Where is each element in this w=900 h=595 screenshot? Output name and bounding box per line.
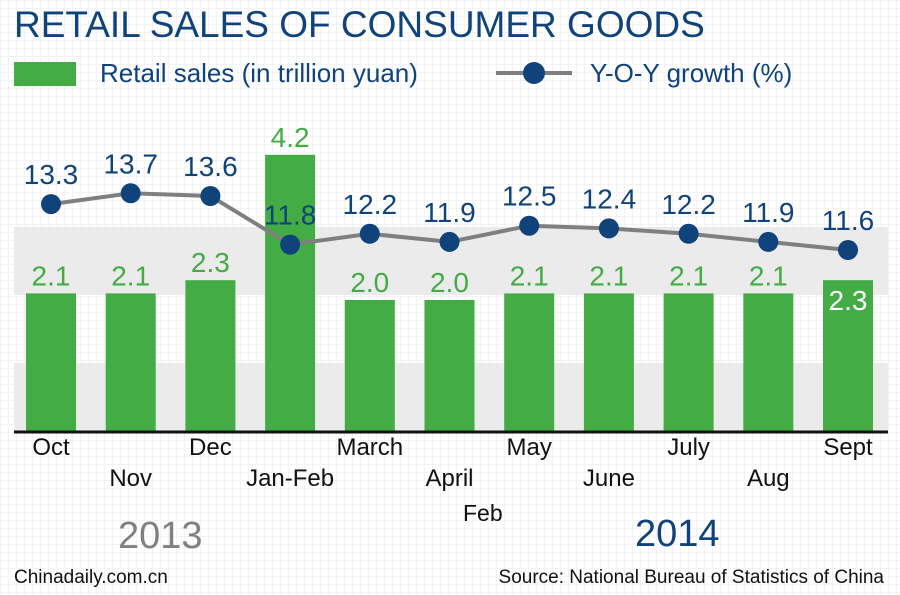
x-tick-label: Oct — [32, 434, 70, 461]
bar-value-label: 4.2 — [271, 122, 310, 153]
growth-value-label: 12.5 — [502, 181, 557, 212]
growth-point — [200, 186, 221, 206]
growth-point — [678, 223, 699, 244]
x-tick-label: Dec — [189, 434, 232, 461]
bar — [26, 293, 76, 432]
growth-value-label: 12.2 — [661, 189, 716, 220]
growth-value-label: 11.8 — [264, 200, 316, 231]
growth-point — [519, 215, 540, 236]
growth-point — [598, 218, 619, 239]
bar-value-label: 2.0 — [430, 267, 469, 298]
bar-value-label: 2.1 — [510, 260, 549, 291]
bar — [185, 280, 236, 432]
bar — [743, 293, 794, 432]
growth-value-label: 11.9 — [742, 197, 794, 228]
x-tick-label: July — [667, 434, 710, 461]
bar — [504, 293, 555, 432]
growth-point — [439, 231, 460, 252]
bar-value-label: 2.3 — [829, 285, 868, 316]
year-label-2013: 2013 — [118, 515, 203, 557]
growth-point — [280, 234, 301, 255]
year-label-2014: 2014 — [635, 513, 720, 555]
bar — [344, 300, 395, 432]
growth-value-label: 13.6 — [183, 151, 238, 182]
bar-value-label: 2.1 — [589, 260, 628, 291]
bar — [583, 293, 634, 432]
bar-value-label: 2.1 — [669, 260, 708, 291]
growth-value-label: 11.6 — [822, 205, 874, 236]
chart-title: RETAIL SALES OF CONSUMER GOODS — [14, 4, 705, 45]
growth-value-label: 11.9 — [423, 197, 475, 228]
growth-point — [758, 231, 779, 252]
bar — [105, 293, 156, 432]
bar — [823, 280, 873, 432]
growth-point — [359, 223, 380, 244]
x-tick-label: Sept — [823, 434, 873, 461]
legend-line-swatch — [496, 62, 572, 84]
x-tick-label: Aug — [746, 465, 790, 492]
bar — [663, 293, 714, 432]
extra-label-feb: Feb — [463, 500, 503, 526]
x-tick-label: April — [425, 465, 474, 492]
legend-bar-swatch — [14, 62, 76, 86]
footer-source: Source: National Bureau of Statistics of… — [498, 567, 884, 588]
x-tick-label: May — [506, 434, 552, 461]
growth-value-label: 13.3 — [24, 159, 79, 190]
growth-point — [838, 240, 858, 260]
growth-value-label: 12.2 — [343, 189, 398, 220]
x-tick-label: March — [336, 434, 404, 461]
bar — [424, 300, 475, 432]
footer-site: Chinadaily.com.cn — [14, 567, 168, 588]
bar-value-label: 2.1 — [32, 260, 71, 291]
growth-point — [41, 194, 61, 215]
bar-value-label: 2.0 — [350, 267, 389, 298]
growth-value-label: 13.7 — [103, 148, 158, 179]
growth-point — [120, 183, 141, 204]
x-tick-label: Jan-Feb — [246, 465, 335, 492]
bar-value-label: 2.3 — [191, 247, 230, 278]
x-tick-label: June — [582, 465, 635, 492]
bar-value-label: 2.1 — [749, 260, 788, 291]
x-tick-label: Nov — [109, 465, 153, 492]
growth-value-label: 12.4 — [582, 183, 637, 214]
bar-value-label: 2.1 — [111, 260, 150, 291]
bar — [265, 154, 316, 433]
legend-bar-label: Retail sales (in trillion yuan) — [100, 58, 418, 88]
legend-line-label: Y-O-Y growth (%) — [590, 58, 793, 88]
